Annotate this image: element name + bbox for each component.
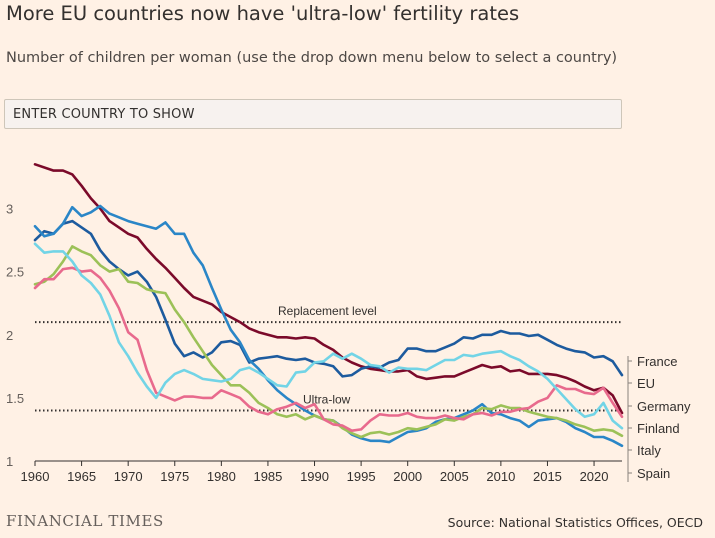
series-label-italy: Italy: [637, 443, 661, 458]
chart-title: More EU countries now have 'ultra-low' f…: [6, 2, 520, 25]
ft-logo: FINANCIAL TIMES: [6, 512, 164, 530]
x-tick-label: 2010: [486, 469, 515, 484]
country-selector-input[interactable]: ENTER COUNTRY TO SHOW: [4, 99, 622, 129]
x-tick-label: 2000: [393, 469, 422, 484]
y-tick-label: 1.5: [6, 391, 24, 406]
source-note: Source: National Statistics Offices, OEC…: [447, 515, 703, 530]
series-line-finland: [33, 242, 624, 430]
series-label-spain: Spain: [637, 466, 670, 481]
x-tick-label: 1985: [253, 469, 282, 484]
x-tick-label: 1995: [347, 469, 376, 484]
x-tick-label: 1990: [300, 469, 329, 484]
series-label-germany: Germany: [637, 399, 691, 414]
x-tick-label: 2005: [440, 469, 469, 484]
series-label-finland: Finland: [637, 421, 680, 436]
x-tick-label: 2020: [580, 469, 609, 484]
x-tick-label: 1975: [160, 469, 189, 484]
series-line-eu: [33, 163, 624, 415]
series-line-italy: [33, 245, 624, 439]
y-tick-label: 3: [6, 202, 13, 217]
series-line-france: [33, 219, 624, 378]
reference-line-label: Ultra-low: [303, 393, 351, 407]
series-label-france: France: [637, 354, 677, 369]
x-tick-label: 1980: [207, 469, 236, 484]
series-label-eu: EU: [637, 376, 655, 391]
y-tick-label: 1: [6, 454, 13, 469]
reference-line-label: Replacement level: [278, 304, 377, 318]
chart-subtitle: Number of children per woman (use the dr…: [6, 50, 618, 66]
y-tick-label: 2.5: [6, 265, 24, 280]
x-tick-label: 2015: [533, 469, 562, 484]
x-tick-label: 1965: [67, 469, 96, 484]
series-line-germany: [33, 266, 624, 432]
country-selector-placeholder: ENTER COUNTRY TO SHOW: [13, 106, 195, 122]
x-tick-label: 1960: [21, 469, 50, 484]
y-tick-label: 2: [6, 328, 13, 343]
x-tick-label: 1970: [114, 469, 143, 484]
